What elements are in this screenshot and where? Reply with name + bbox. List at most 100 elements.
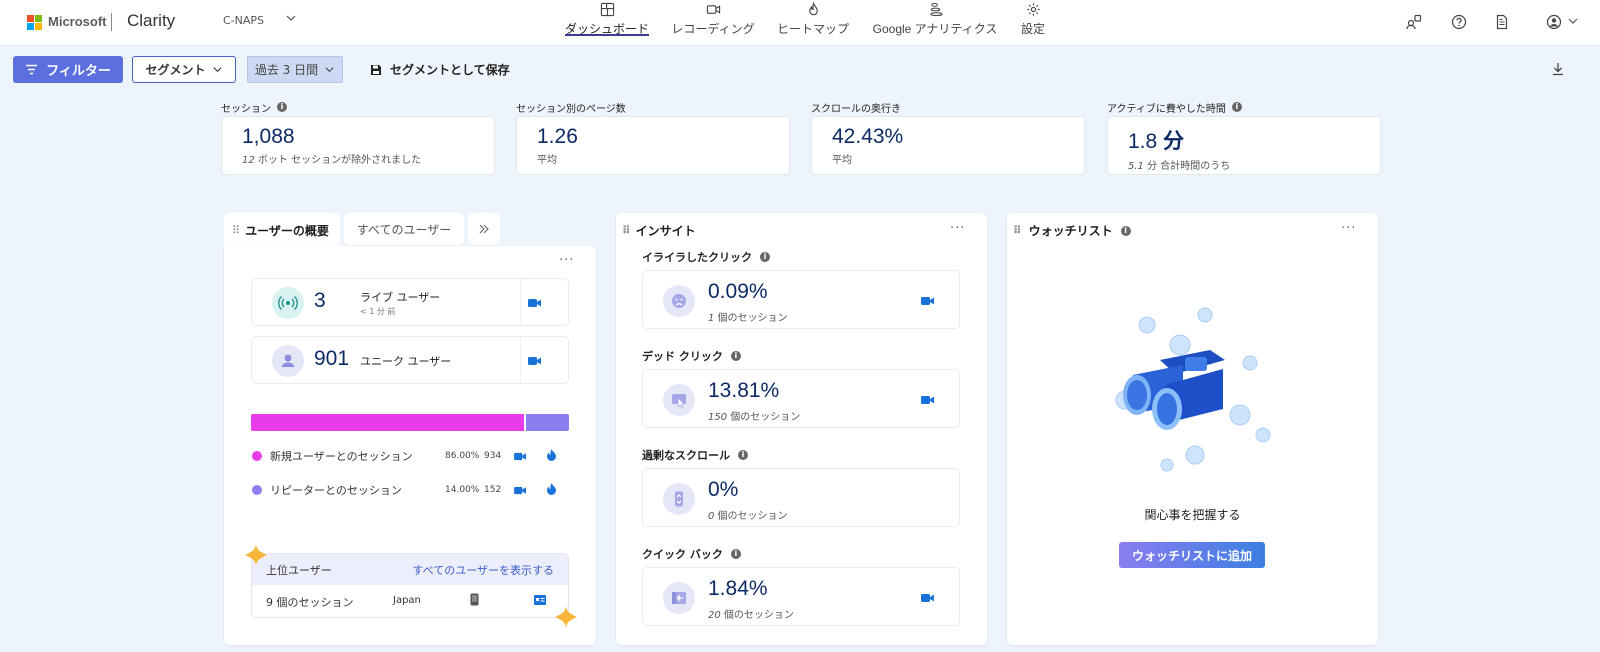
info-icon[interactable]: i: [1231, 102, 1242, 112]
insight-label: 過剰なスクロール: [642, 449, 730, 462]
recording-camera-icon[interactable]: [514, 451, 527, 462]
insight-sub-text: 個のセッション: [714, 511, 788, 522]
recording-camera-icon[interactable]: [528, 355, 542, 367]
info-icon[interactable]: i: [1120, 225, 1131, 236]
tab-label: すべてのユーザー: [356, 222, 452, 237]
nav-google-analytics[interactable]: Google アナリティクス: [872, 2, 998, 42]
toolbar: フィルター セグメント 過去 3 日間 セグメントとして保存: [0, 46, 1600, 92]
app-name[interactable]: Clarity: [127, 11, 176, 30]
legend-label: リピーターとのセッション: [270, 484, 402, 497]
recording-camera-icon[interactable]: [528, 297, 542, 309]
tab-label: ユーザーの概要: [245, 223, 329, 238]
live-users-sub: < 1 分 前: [360, 307, 396, 316]
insight-card-quick-back[interactable]: 1.84% 20 個のセッション: [642, 567, 960, 626]
recording-camera-icon[interactable]: [921, 394, 935, 406]
tab-user-overview[interactable]: ⠿ ユーザーの概要: [224, 213, 340, 247]
metric-active-time: アクティブに費やした時間 i 1.8 分 5.1 分 合計時間のうち: [1107, 98, 1381, 175]
chevron-down-icon: [325, 67, 334, 73]
chevron-down-icon[interactable]: [1567, 15, 1579, 27]
unique-users-label: ユニーク ユーザー: [360, 355, 452, 368]
heatmap-flame-icon[interactable]: [546, 483, 557, 496]
metric-sub-text: 平均: [832, 155, 852, 166]
info-icon[interactable]: i: [730, 549, 741, 559]
top-user-row[interactable]: 9 個のセッション Japan: [252, 585, 568, 617]
recording-camera-icon[interactable]: [921, 592, 935, 604]
nav-label: Google アナリティクス: [872, 22, 998, 36]
metric-pages-per-session: セッション別のページ数 1.26 平均: [516, 98, 790, 175]
tab-all-users[interactable]: すべてのユーザー: [344, 213, 464, 245]
insight-value: 13.81%: [708, 379, 780, 402]
nav-recordings[interactable]: レコーディング: [670, 2, 756, 42]
metric-value: 1,088: [242, 125, 295, 148]
flame-icon: [808, 2, 818, 16]
legend-count: 152: [484, 485, 502, 495]
metric-sub-text: 分 合計時間のうち: [1143, 161, 1231, 172]
more-options-icon[interactable]: ···: [559, 253, 575, 268]
legend-percent: 86.00%: [445, 451, 480, 461]
insight-sub-text: 個のセッション: [727, 412, 801, 423]
date-range-label: 過去 3 日間: [254, 63, 319, 77]
company-name: Microsoft: [48, 14, 107, 29]
segment-dropdown[interactable]: セグメント: [132, 56, 236, 83]
metric-sessions: セッション i 1,088 12 ボット セッションが除外されました: [221, 98, 495, 175]
save-icon: [371, 64, 381, 75]
nav-settings[interactable]: 設定: [1018, 2, 1048, 42]
insights-title: インサイト: [635, 224, 696, 238]
binoculars-illustration-icon: [1115, 307, 1271, 472]
legend-dot: [252, 451, 262, 461]
more-options-icon[interactable]: ···: [950, 221, 966, 236]
filter-button[interactable]: フィルター: [13, 56, 123, 83]
insight-card-rage-clicks[interactable]: 0.09% 1 個のセッション: [642, 270, 960, 329]
metric-label: セッション別のページ数: [516, 103, 626, 115]
add-to-watchlist-button[interactable]: ウォッチリストに追加: [1119, 542, 1265, 568]
insight-sub-text: 個のセッション: [720, 610, 794, 621]
live-users-value: 3: [314, 289, 326, 312]
recording-camera-icon[interactable]: [514, 485, 527, 496]
project-selector[interactable]: C-NAPS: [223, 14, 265, 27]
help-icon[interactable]: [1451, 14, 1467, 30]
double-chevron-right-icon: [479, 224, 489, 234]
info-icon[interactable]: i: [760, 252, 770, 262]
legend-count: 934: [484, 451, 502, 461]
share-users-icon[interactable]: [1406, 14, 1422, 30]
user-card-icon[interactable]: [534, 595, 546, 605]
insight-value: 0%: [708, 478, 739, 501]
insight-card-excessive-scroll[interactable]: 0% 0 個のセッション: [642, 468, 960, 527]
nav-dashboard[interactable]: ダッシュボード: [565, 2, 649, 42]
info-icon[interactable]: i: [277, 102, 287, 112]
dashboard-icon: [600, 2, 614, 17]
top-user-country: Japan: [393, 595, 421, 606]
account-icon[interactable]: [1546, 14, 1562, 30]
recording-camera-icon[interactable]: [921, 295, 935, 307]
save-segment-button[interactable]: セグメントとして保存: [370, 56, 510, 83]
more-options-icon[interactable]: ···: [1341, 221, 1357, 236]
expand-tabs-button[interactable]: [468, 213, 500, 245]
insight-card-dead-clicks[interactable]: 13.81% 150 個のセッション: [642, 369, 960, 428]
quick-back-icon: [663, 582, 695, 614]
date-range-dropdown[interactable]: 過去 3 日間: [247, 56, 343, 83]
info-icon[interactable]: i: [738, 450, 748, 460]
metric-sub-number: 5.1: [1128, 161, 1144, 172]
insight-label: クイック バック: [642, 548, 723, 561]
divider: [520, 279, 521, 325]
legend-label: 新規ユーザーとのセッション: [270, 450, 413, 463]
returning-users-segment[interactable]: [526, 414, 569, 431]
brand-divider: [111, 13, 112, 31]
new-users-segment[interactable]: [251, 414, 525, 431]
chevron-down-icon[interactable]: [285, 12, 297, 27]
document-icon[interactable]: [1494, 14, 1510, 30]
nav-heatmaps[interactable]: ヒートマップ: [777, 2, 849, 42]
drag-handle-icon[interactable]: ⠿: [1013, 224, 1022, 237]
top-users-title: 上位ユーザー: [266, 563, 332, 577]
drag-handle-icon[interactable]: ⠿: [232, 223, 240, 237]
drag-handle-icon[interactable]: ⠿: [622, 224, 631, 237]
download-icon[interactable]: [1551, 62, 1565, 76]
view-all-users-link[interactable]: すべてのユーザーを表示する: [412, 563, 554, 577]
filter-icon: [26, 64, 38, 75]
insight-sub-text: 個のセッション: [714, 313, 788, 324]
info-icon[interactable]: i: [730, 351, 741, 361]
heatmap-flame-icon[interactable]: [546, 449, 557, 462]
insight-label: イライラしたクリック: [642, 251, 752, 264]
live-signal-icon: [272, 287, 304, 319]
unique-users-value: 901: [314, 347, 350, 370]
